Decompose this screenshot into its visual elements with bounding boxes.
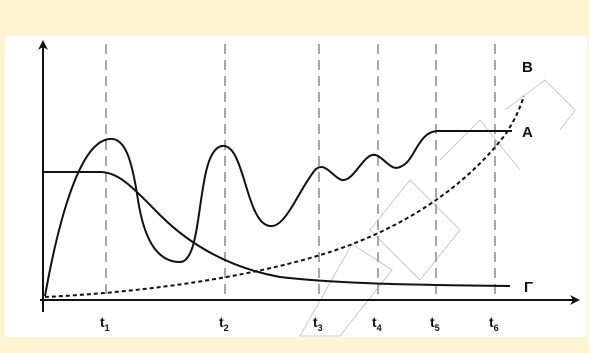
tick-label-t6: t6 [489, 314, 499, 333]
watermark [299, 79, 576, 337]
plot-panel [5, 36, 587, 337]
time-tick-labels: t1 t2 t3 t4 t5 t6 [100, 314, 499, 333]
tick-label-t5: t5 [430, 314, 440, 333]
label-curve-a: A [522, 124, 533, 141]
curve-gamma [43, 171, 511, 287]
tick-label-sub: 3 [318, 323, 323, 333]
tick-label-t1: t1 [100, 314, 110, 333]
tick-label-sub: 4 [377, 323, 382, 333]
tick-label-base: t [219, 314, 224, 330]
tick-label-sub: 5 [435, 323, 440, 333]
tick-label-t4: t4 [372, 314, 382, 333]
tick-label-base: t [313, 314, 318, 330]
tick-label-base: t [372, 314, 377, 330]
tick-label-base: t [430, 314, 435, 330]
tick-label-sub: 1 [105, 323, 110, 333]
tick-label-base: t [100, 314, 105, 330]
tick-label-t2: t2 [219, 314, 229, 333]
curve-b [44, 95, 525, 298]
time-gridlines [105, 44, 496, 300]
label-curve-b: B [522, 59, 533, 76]
tick-label-base: t [489, 314, 494, 330]
curve-a [44, 130, 512, 297]
tick-label-t3: t3 [313, 314, 323, 333]
tick-label-sub: 2 [224, 323, 229, 333]
label-curve-gamma: Γ [524, 279, 533, 296]
tick-label-sub: 6 [494, 323, 499, 333]
